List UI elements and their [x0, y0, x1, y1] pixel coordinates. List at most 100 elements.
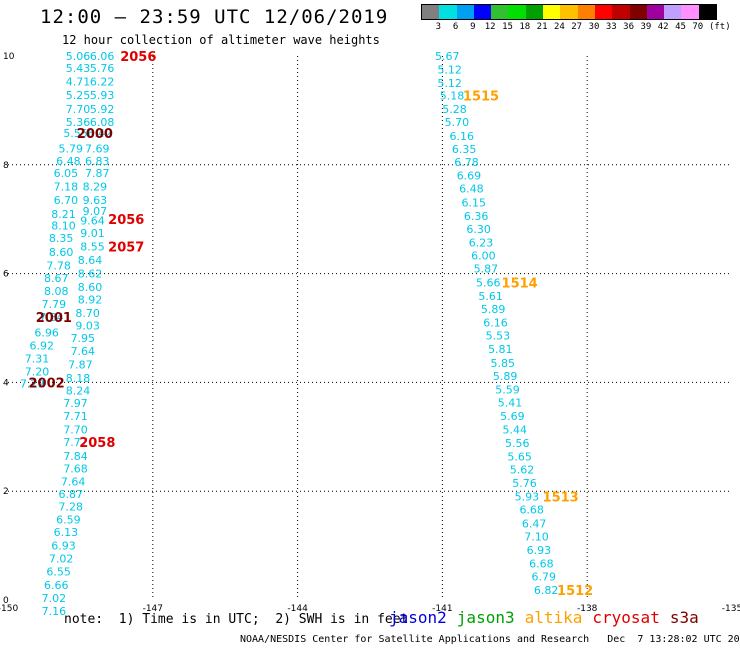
wave-height-label: 8.60: [49, 246, 74, 259]
legend-label: 36: [623, 22, 635, 32]
wave-height-label: 6.96: [34, 326, 59, 339]
wave-height-label: 7.02: [49, 553, 74, 566]
wave-height-label: 6.48: [56, 155, 81, 168]
wave-height-label: 7.16: [42, 605, 67, 618]
wave-height-label: 5.89: [481, 303, 506, 316]
wave-height-label: 5.55: [63, 127, 88, 140]
legend-swatch: [664, 5, 682, 19]
wave-height-label: 7.70: [66, 103, 91, 116]
wave-height-label: 5.59: [495, 383, 520, 396]
pass-time-label: 2058: [79, 436, 115, 451]
wave-height-label: 6.93: [527, 544, 552, 557]
wave-height-label: 7.84: [39, 311, 64, 324]
wave-height-label: 6.70: [54, 194, 79, 207]
wave-height-label: 5.61: [478, 290, 503, 303]
wave-height-label: 6.23: [469, 237, 494, 250]
wave-height-label: 5.87: [474, 263, 499, 276]
wave-height-label: 6.83: [85, 155, 110, 168]
legend-swatch: [681, 5, 699, 19]
legend-swatch: [629, 5, 647, 19]
y-tick-label: 4: [3, 378, 9, 388]
pass-time-label: 1514: [502, 276, 538, 291]
wave-height-label: 9.01: [80, 227, 105, 240]
wave-height-label: 7.70: [63, 424, 88, 437]
wave-height-label: 6.15: [462, 196, 487, 209]
wave-height-label: 5.41: [498, 397, 523, 410]
wave-height-label: 5.81: [488, 343, 513, 356]
wave-height-label: 5.43: [66, 62, 91, 75]
x-tick-label: -144: [287, 604, 308, 614]
wave-height-label: 6.68: [519, 504, 544, 517]
wave-height-label: 6.22: [90, 76, 115, 89]
pass-time-label: 2056: [120, 50, 156, 65]
pass-time-label: 2002: [29, 376, 65, 391]
wave-height-label: 5.67: [435, 50, 460, 63]
x-tick-label: -150: [0, 604, 18, 614]
x-tick-label: -135: [722, 604, 740, 614]
wave-height-label: 6.35: [452, 143, 477, 156]
legend-label: 33: [605, 22, 617, 32]
legend-swatch: [439, 5, 457, 19]
wave-height-label: 4.71: [66, 76, 91, 89]
wave-height-label: 9.07: [83, 205, 108, 218]
footnote: note: 1) Time is in UTC; 2) SWH is in fe…: [64, 612, 409, 627]
y-tick-label: 8: [3, 161, 9, 171]
wave-height-label: 7.64: [61, 475, 86, 488]
wave-height-label: 8.24: [66, 385, 91, 398]
pass-time-label: 2001: [36, 311, 72, 326]
wave-height-label: 6.87: [58, 488, 83, 501]
wave-height-label: 9.03: [75, 319, 100, 332]
wave-height-label: 7.20: [25, 366, 50, 379]
wave-height-label: 6.82: [534, 584, 559, 597]
wave-height-label: 8.64: [78, 254, 103, 267]
wave-height-label: 7.28: [58, 500, 83, 513]
chart-title: 12:00 – 23:59 UTC 12/06/2019: [40, 6, 389, 28]
pass-time-label: 1512: [557, 584, 593, 599]
legend-label: 45: [675, 22, 686, 32]
legend-label: 18: [519, 22, 531, 32]
wave-height-label: 6.47: [522, 517, 547, 530]
pass-time-label: 2056: [108, 213, 144, 228]
x-tick-label: -147: [143, 604, 163, 614]
legend-label: 30: [588, 22, 600, 32]
legend-swatch: [612, 5, 630, 19]
wave-height-label: 5.79: [58, 142, 83, 155]
pass-time-label: 1513: [543, 491, 579, 506]
wave-height-label: 8.10: [51, 220, 76, 233]
y-tick-label: 0: [3, 596, 9, 606]
wave-height-label: 7.84: [63, 450, 88, 463]
wave-height-label: 8.29: [83, 181, 108, 194]
satellite-jason2: jason2: [389, 608, 447, 627]
wave-height-label: 6.68: [529, 558, 554, 571]
satellite-legend: jason2 jason3 altika cryosat s3a: [389, 608, 709, 627]
wave-height-label: 5.36: [66, 116, 91, 129]
legend-swatch: [473, 5, 492, 19]
wave-height-label: 7.10: [524, 530, 549, 543]
wave-height-label: 7.29: [20, 377, 45, 390]
legend-label: 9: [470, 22, 476, 32]
y-tick-label: 2: [3, 487, 9, 497]
legend-swatch: [698, 5, 717, 19]
wave-height-label: 7.95: [71, 332, 96, 345]
satellite-jason3: jason3: [456, 608, 515, 627]
credit-line: NOAA/NESDIS Center for Satellite Applica…: [240, 634, 740, 645]
legend-label: 39: [640, 22, 652, 32]
wave-height-label: 5.56: [505, 437, 530, 450]
wave-height-label: 6.55: [46, 566, 71, 579]
legend-swatch: [525, 5, 544, 19]
wave-height-label: 9.64: [80, 214, 105, 227]
legend-label: 3: [435, 22, 442, 32]
wave-height-label: 6.00: [471, 250, 496, 263]
wave-height-label: 5.89: [493, 370, 518, 383]
legend-label: 27: [571, 22, 583, 32]
wave-height-label: 6.79: [532, 571, 557, 584]
legend-label: 15: [502, 22, 513, 32]
wave-height-label: 6.66: [44, 579, 69, 592]
wave-height-label: 6.78: [454, 156, 479, 169]
wave-height-label: 5.85: [490, 357, 515, 370]
wave-height-label: 6.92: [30, 339, 55, 352]
wave-height-label: 7.79: [42, 298, 67, 311]
wave-height-label: 7.31: [25, 352, 50, 365]
wave-height-label: 5.76: [512, 477, 537, 490]
